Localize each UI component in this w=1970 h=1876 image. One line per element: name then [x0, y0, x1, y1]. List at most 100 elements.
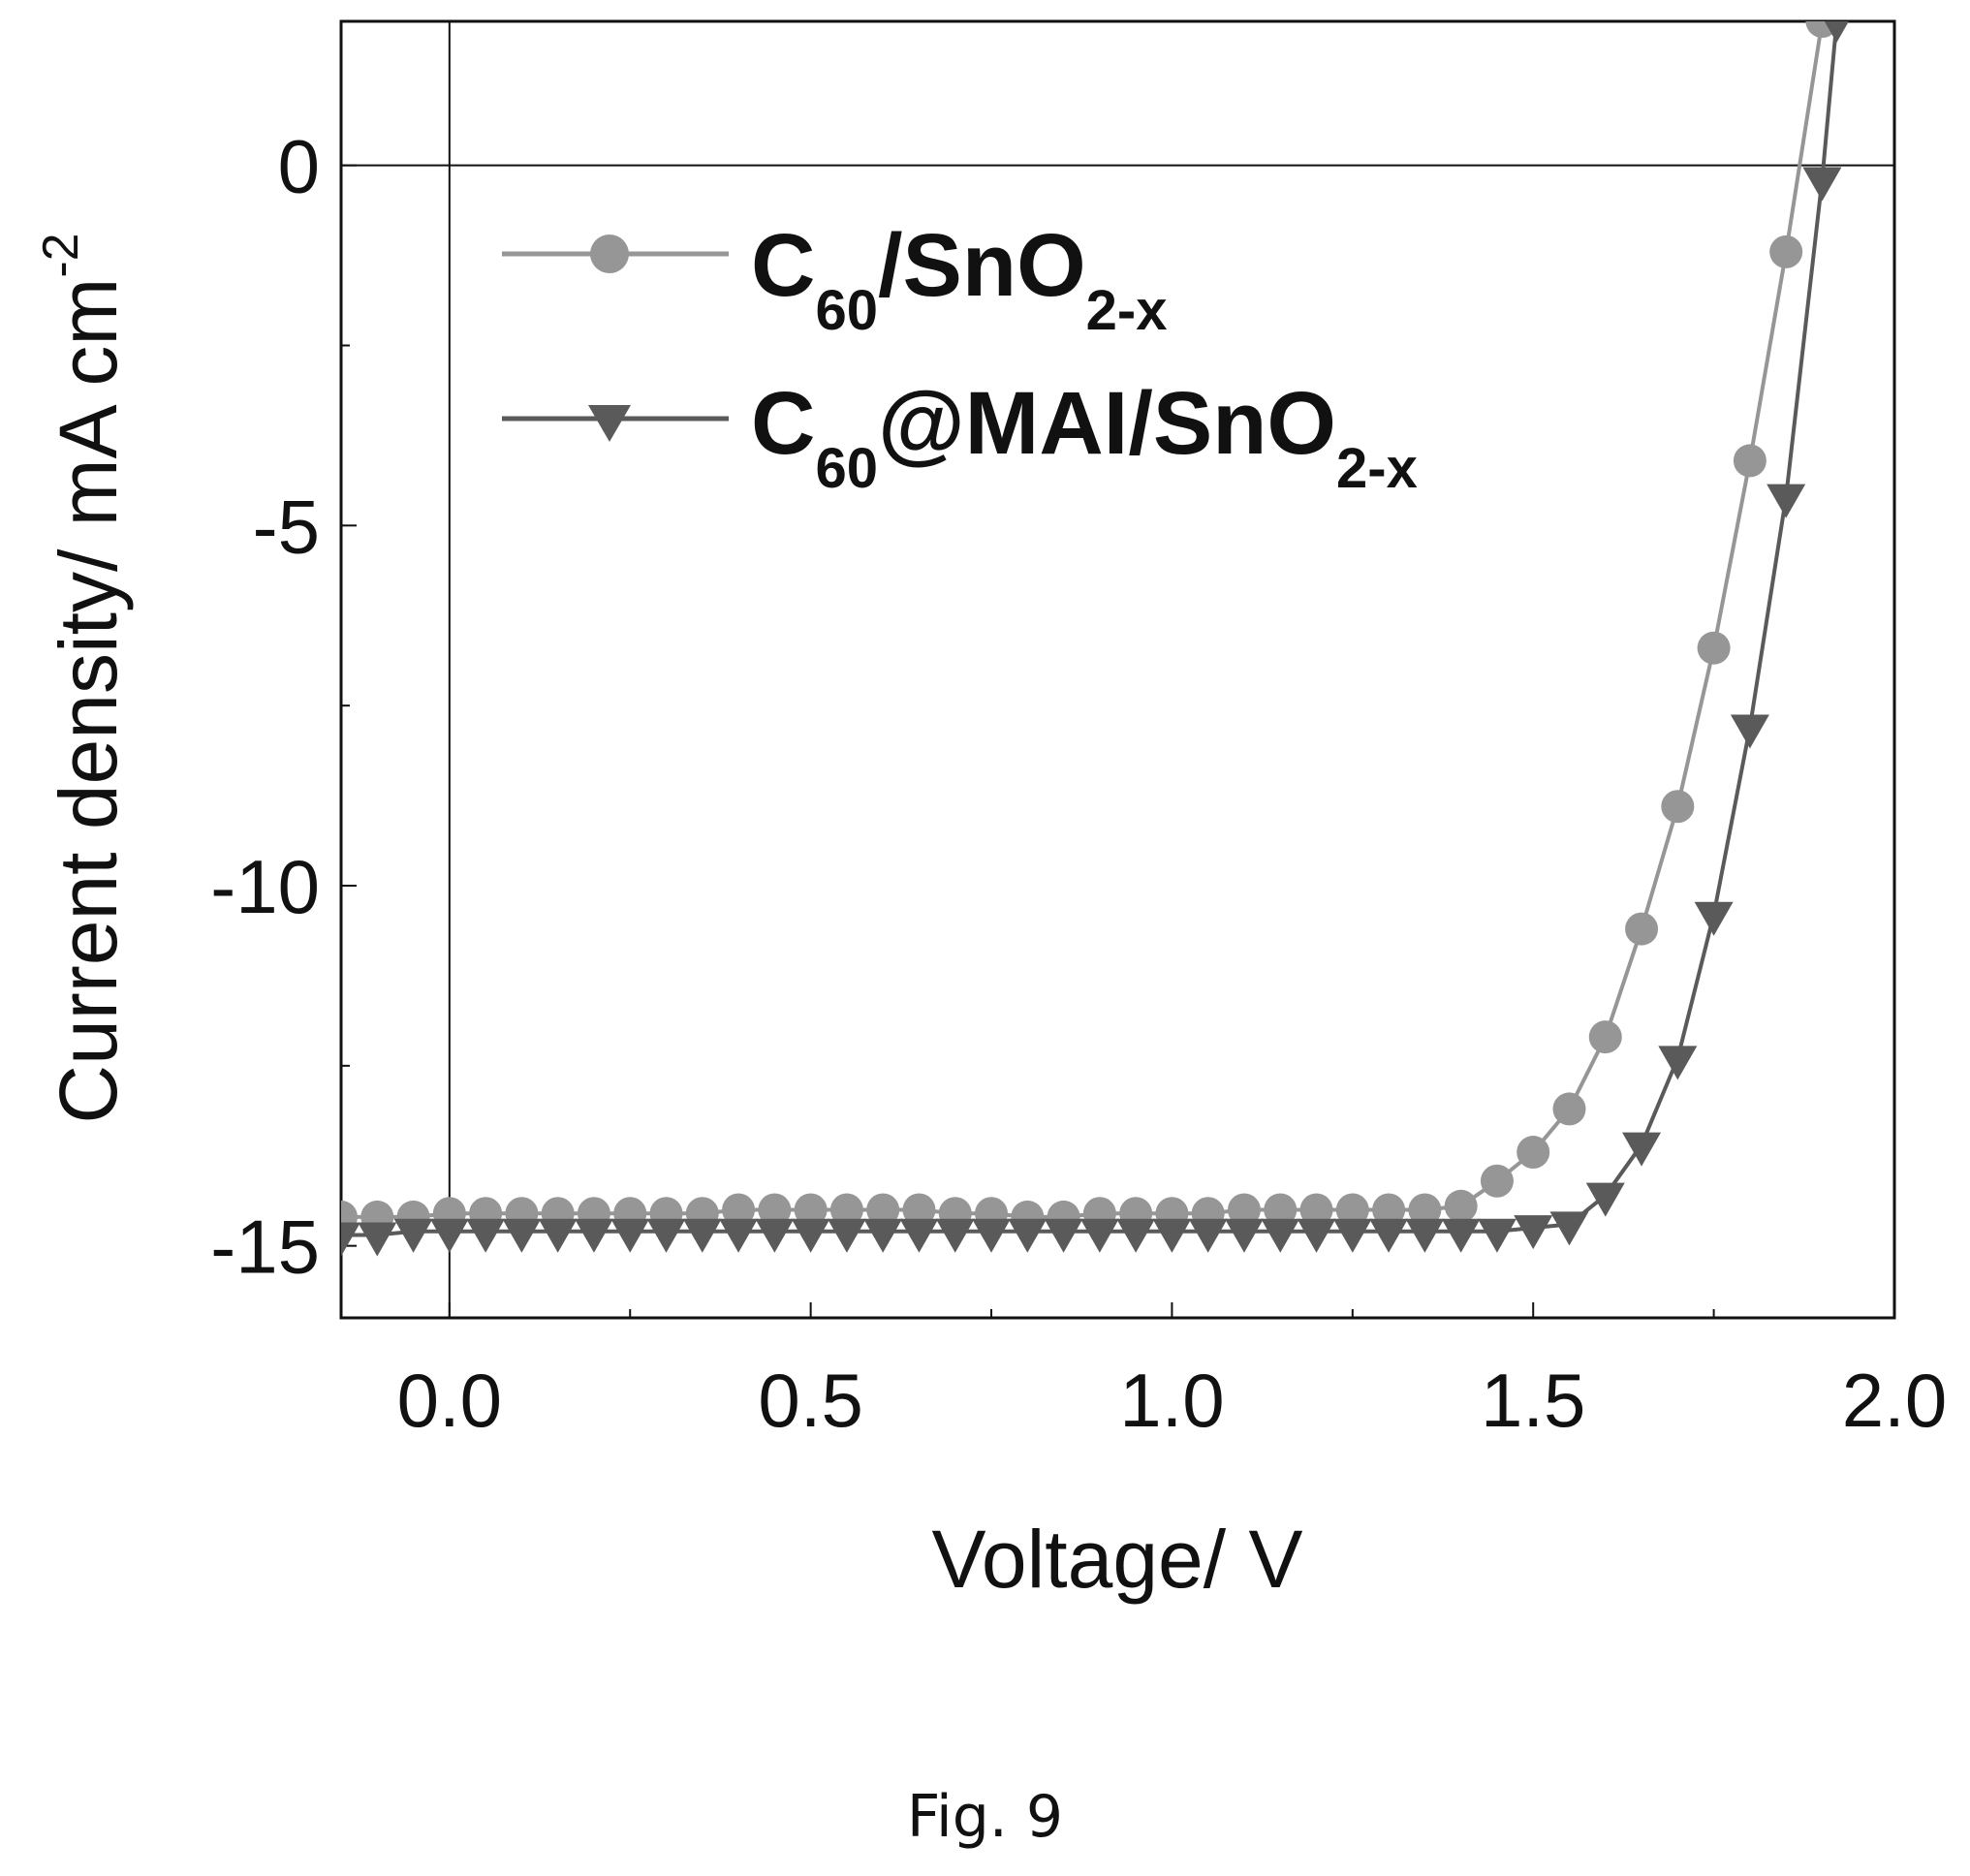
data-point	[1767, 484, 1806, 518]
y-tick-label: -10	[210, 844, 320, 929]
data-point	[902, 1193, 936, 1227]
data-point	[1694, 901, 1734, 936]
data-point	[863, 1218, 903, 1253]
data-point	[1517, 1136, 1550, 1170]
data-point	[1227, 1193, 1261, 1227]
legend-label-0-main: C	[751, 216, 815, 315]
data-point	[1372, 1193, 1406, 1227]
data-point	[1264, 1193, 1298, 1227]
legend-label-1-mid: @MAI/SnO	[878, 374, 1336, 473]
data-point	[1552, 1092, 1586, 1126]
data-point	[1008, 1218, 1048, 1253]
data-point	[1549, 1211, 1589, 1246]
legend-label-0-mid: /SnO	[878, 216, 1086, 315]
data-point	[393, 1218, 433, 1253]
data-point	[972, 1218, 1012, 1253]
data-point	[1824, 21, 1849, 43]
data-point	[1441, 1218, 1481, 1253]
data-point	[502, 1218, 542, 1253]
data-point	[1405, 1218, 1445, 1253]
data-point	[538, 1218, 578, 1253]
data-point	[341, 1222, 360, 1257]
series-1	[341, 21, 1849, 1257]
data-point	[682, 1218, 722, 1253]
y-tick-label: 0	[278, 124, 320, 209]
x-tick-label: 1.5	[1481, 1358, 1585, 1443]
data-point	[722, 1193, 756, 1227]
data-point	[1332, 1218, 1372, 1253]
data-point	[574, 1218, 613, 1253]
legend-label-1-sub2: 2-x	[1336, 437, 1418, 500]
plot-frame	[339, 19, 1896, 1320]
legend-label-1: C60@MAI/SnO2-x	[751, 374, 1418, 500]
legend-label-0-sub1: 60	[815, 279, 878, 342]
legend-entry-0: C60/SnO2-x	[502, 216, 1167, 342]
data-point	[1733, 444, 1767, 478]
data-point	[1444, 1189, 1478, 1223]
data-point	[1224, 1218, 1264, 1253]
series-0	[341, 21, 1839, 1234]
data-point	[1044, 1218, 1083, 1253]
data-point	[1152, 1218, 1192, 1253]
data-point	[719, 1218, 759, 1253]
legend-label-1-main: C	[751, 374, 815, 473]
y-axis-title: Current density/ mA cm-2	[33, 233, 134, 1123]
data-point	[1588, 1020, 1622, 1054]
data-point	[935, 1218, 975, 1253]
x-tick-label: 1.0	[1119, 1358, 1224, 1443]
data-point	[1079, 1218, 1119, 1253]
data-point	[1697, 631, 1731, 665]
data-point	[429, 1218, 469, 1253]
y-tick-label: -5	[253, 484, 320, 569]
legend-label-0-sub2: 2-x	[1086, 279, 1168, 342]
data-point	[1261, 1218, 1300, 1253]
legend: C60/SnO2-x C60@MAI/SnO2-x	[502, 216, 1418, 500]
data-point	[866, 1193, 900, 1227]
data-point	[758, 1193, 792, 1227]
figure-caption: Fig. 9	[906, 1783, 1064, 1851]
legend-label-1-sub1: 60	[815, 437, 878, 500]
x-tick-label: 2.0	[1842, 1358, 1947, 1443]
data-point	[791, 1218, 830, 1253]
y-tick-label: -15	[210, 1204, 320, 1290]
y-axis-title-main: Current density/ mA cm	[43, 278, 134, 1124]
data-point	[1480, 1164, 1514, 1198]
data-point	[1769, 234, 1803, 268]
data-point	[1585, 1182, 1625, 1217]
x-tick-label: 0.0	[397, 1358, 502, 1443]
series-line-1	[341, 21, 1839, 1237]
legend-marker-0	[590, 234, 629, 273]
data-point	[1188, 1218, 1228, 1253]
data-point	[1658, 1046, 1698, 1080]
y-axis-title-superscript: -2	[33, 233, 89, 277]
data-point	[794, 1193, 828, 1227]
legend-marker-1	[588, 405, 631, 442]
data-point	[358, 1222, 397, 1257]
data-point	[1622, 1132, 1662, 1167]
tick-labels: 0.0 0.5 1.0 1.5 2.0 0 -5 -10 -15	[210, 124, 1947, 1443]
data-point	[646, 1218, 686, 1253]
legend-label-0: C60/SnO2-x	[751, 216, 1167, 342]
data-point	[755, 1218, 795, 1253]
data-point	[1730, 714, 1769, 749]
reference-lines	[341, 21, 1894, 1318]
series-layer	[341, 21, 1849, 1257]
data-point	[610, 1218, 650, 1253]
data-point	[829, 1193, 863, 1227]
legend-entry-1: C60@MAI/SnO2-x	[502, 374, 1418, 500]
x-axis-title: Voltage/ V	[932, 1514, 1303, 1605]
data-point	[1408, 1193, 1442, 1227]
data-point	[1116, 1218, 1156, 1253]
data-point	[1299, 1193, 1333, 1227]
data-point	[1297, 1218, 1336, 1253]
x-tick-label: 0.5	[758, 1358, 862, 1443]
data-point	[827, 1218, 866, 1253]
data-point	[1477, 1218, 1517, 1253]
data-point	[899, 1218, 939, 1253]
data-point	[1661, 790, 1695, 824]
data-point	[1625, 912, 1659, 946]
data-point	[1369, 1218, 1409, 1253]
data-point	[466, 1218, 506, 1253]
data-point	[1335, 1193, 1369, 1227]
